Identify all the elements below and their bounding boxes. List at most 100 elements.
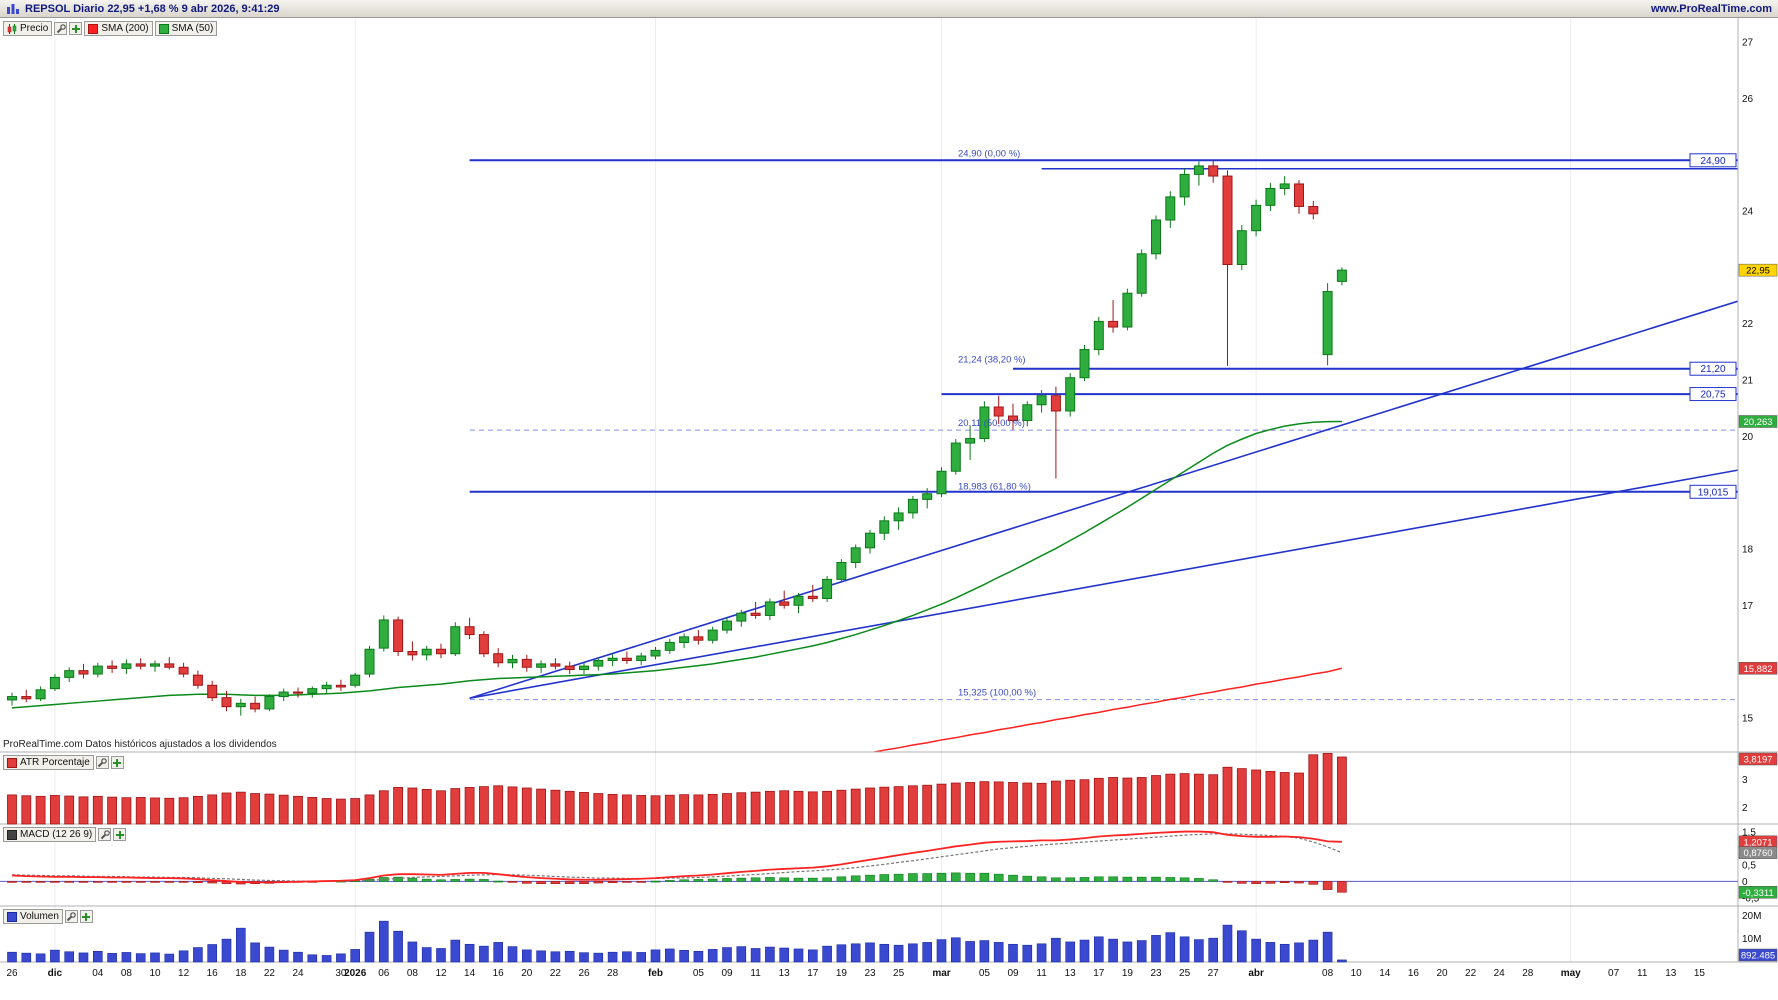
candle-body[interactable] xyxy=(1022,404,1033,422)
candle-body[interactable] xyxy=(907,498,918,514)
candle-body[interactable] xyxy=(664,641,675,651)
candle-body[interactable] xyxy=(307,688,318,694)
candle-body[interactable] xyxy=(436,648,446,655)
macd-add-button[interactable] xyxy=(113,828,127,841)
price-settings-button[interactable] xyxy=(54,22,68,35)
candle-body[interactable] xyxy=(78,670,89,675)
macd-settings-button[interactable] xyxy=(98,828,112,841)
candle-body[interactable] xyxy=(293,691,303,694)
candle-body[interactable] xyxy=(393,619,404,652)
candle-body[interactable] xyxy=(965,438,976,444)
macd-legend-chip[interactable]: MACD (12 26 9) xyxy=(3,827,97,842)
candle-body[interactable] xyxy=(1136,253,1147,294)
candle-body[interactable] xyxy=(192,674,203,686)
candle-body[interactable] xyxy=(679,636,690,643)
candle-body[interactable] xyxy=(507,658,518,664)
candle-body[interactable] xyxy=(1050,395,1061,412)
sma200-legend-chip[interactable]: SMA (200) xyxy=(84,21,153,36)
candle-body[interactable] xyxy=(335,684,346,688)
candle-body[interactable] xyxy=(121,663,132,669)
candle-body[interactable] xyxy=(1308,205,1319,215)
candle-body[interactable] xyxy=(1079,349,1090,379)
candle-body[interactable] xyxy=(922,493,933,500)
candle-body[interactable] xyxy=(850,547,861,563)
chart-canvas[interactable]: 24,90 (0,00 %) 21,24 (38,20 %) 20,11 (50,0… xyxy=(0,18,1778,1000)
candle-body[interactable] xyxy=(1008,415,1018,422)
candle-body[interactable] xyxy=(1208,165,1219,177)
candle-body[interactable] xyxy=(1336,269,1347,282)
candle-body[interactable] xyxy=(693,636,704,641)
candle-body[interactable] xyxy=(1279,183,1290,189)
candle-body[interactable] xyxy=(750,612,761,616)
candle-body[interactable] xyxy=(321,684,332,690)
candle-body[interactable] xyxy=(1294,183,1304,207)
candle-body[interactable] xyxy=(650,649,661,657)
candle-body[interactable] xyxy=(235,702,246,708)
candle-body[interactable] xyxy=(164,663,175,668)
candle-body[interactable] xyxy=(736,612,747,622)
add-indicator-button[interactable] xyxy=(69,22,83,35)
candle-body[interactable] xyxy=(364,648,375,675)
candle-body[interactable] xyxy=(893,512,904,522)
candle-body[interactable] xyxy=(1151,219,1161,255)
candle-body[interactable] xyxy=(621,657,632,662)
candle-body[interactable] xyxy=(1193,165,1204,175)
candle-body[interactable] xyxy=(35,689,46,700)
candle-body[interactable] xyxy=(478,634,489,655)
candle-body[interactable] xyxy=(1265,187,1276,206)
sma200-line[interactable] xyxy=(813,667,1343,763)
candle-body[interactable] xyxy=(950,442,961,472)
candle-body[interactable] xyxy=(1165,196,1176,221)
candle-body[interactable] xyxy=(550,663,561,667)
candle-body[interactable] xyxy=(1108,320,1119,328)
candle-body[interactable] xyxy=(793,595,804,606)
candle-body[interactable] xyxy=(278,691,289,698)
volume-legend-chip[interactable]: Volumen xyxy=(3,909,63,924)
candle-body[interactable] xyxy=(536,663,547,668)
candle-body[interactable] xyxy=(593,660,604,667)
price-legend-chip[interactable]: Precio xyxy=(3,21,53,36)
trendline[interactable] xyxy=(469,469,1738,700)
candle-body[interactable] xyxy=(836,561,847,580)
price-axis[interactable]: 27 26 24 22 21 20 18 17 15 xyxy=(1742,38,1754,725)
candle-body[interactable] xyxy=(1065,377,1076,412)
candle-body[interactable] xyxy=(979,406,990,440)
candle-body[interactable] xyxy=(350,674,361,686)
candle-body[interactable] xyxy=(178,666,189,675)
candle-body[interactable] xyxy=(1322,291,1333,356)
candle-body[interactable] xyxy=(264,696,275,710)
candles-layer[interactable] xyxy=(7,160,1347,716)
candle-body[interactable] xyxy=(378,619,389,649)
trendline[interactable] xyxy=(469,300,1738,700)
website-link[interactable]: www.ProRealTime.com xyxy=(1650,2,1772,15)
candle-body[interactable] xyxy=(1179,173,1190,198)
candle-body[interactable] xyxy=(822,578,833,600)
candle-body[interactable] xyxy=(636,655,647,662)
candle-body[interactable] xyxy=(1222,175,1233,266)
candle-body[interactable] xyxy=(493,653,504,664)
candle-body[interactable] xyxy=(107,665,118,669)
candle-body[interactable] xyxy=(407,650,418,656)
candle-body[interactable] xyxy=(722,620,732,631)
candle-body[interactable] xyxy=(64,670,75,678)
fibonacci-retracement[interactable] xyxy=(470,429,1738,701)
candle-body[interactable] xyxy=(421,648,432,656)
candle-body[interactable] xyxy=(135,663,146,667)
candle-body[interactable] xyxy=(221,697,232,708)
sma50-line[interactable] xyxy=(11,420,1342,709)
candle-body[interactable] xyxy=(250,702,261,710)
candle-body[interactable] xyxy=(1093,320,1104,351)
atr-add-button[interactable] xyxy=(110,756,124,769)
candle-body[interactable] xyxy=(207,684,218,699)
candle-body[interactable] xyxy=(879,520,890,534)
candle-body[interactable] xyxy=(564,665,575,671)
sma50-legend-chip[interactable]: SMA (50) xyxy=(154,21,218,36)
candle-body[interactable] xyxy=(936,470,947,495)
candle-body[interactable] xyxy=(1236,230,1247,266)
candle-body[interactable] xyxy=(521,658,532,668)
candle-body[interactable] xyxy=(92,665,103,675)
candle-body[interactable] xyxy=(21,696,32,700)
candle-body[interactable] xyxy=(707,629,718,641)
candle-body[interactable] xyxy=(993,406,1004,417)
candle-body[interactable] xyxy=(1122,292,1133,328)
